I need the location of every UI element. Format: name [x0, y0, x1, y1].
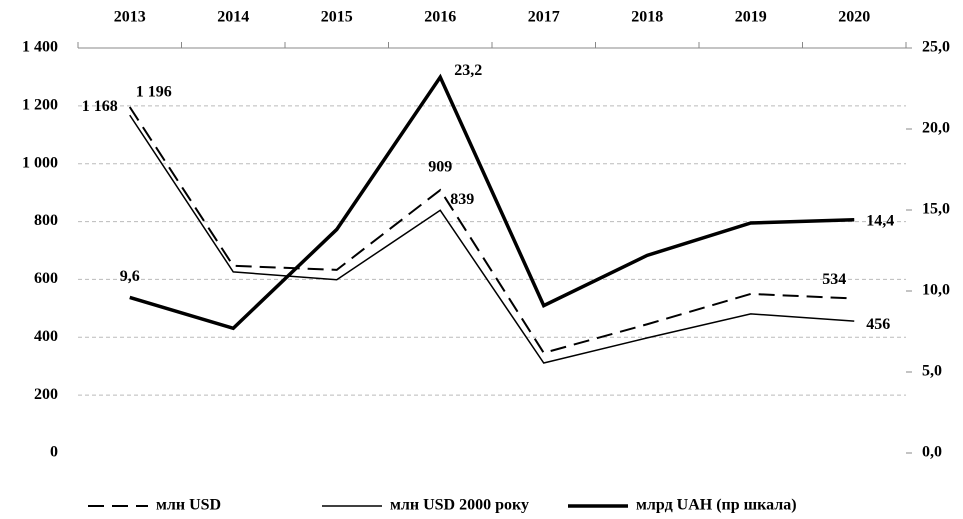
data-label: 456	[866, 316, 890, 333]
x-tick-label: 2013	[114, 9, 146, 26]
y-tick-label: 1 200	[22, 97, 58, 114]
data-label: 14,4	[866, 212, 894, 229]
y-tick-label: 1 400	[22, 39, 58, 56]
x-tick-label: 2014	[217, 9, 249, 26]
legend-label: млн USD 2000 року	[390, 497, 529, 514]
x-tick-label: 2020	[838, 9, 870, 26]
data-label: 23,2	[454, 62, 482, 79]
x-tick-label: 2017	[528, 9, 560, 26]
y-tick-label: 200	[34, 386, 58, 403]
data-label: 909	[428, 159, 452, 176]
y2-tick-label: 25,0	[922, 39, 950, 56]
x-tick-label: 2018	[631, 9, 663, 26]
y2-tick-label: 20,0	[922, 120, 950, 137]
data-label: 839	[450, 191, 474, 208]
x-tick-label: 2015	[321, 9, 353, 26]
y-tick-label: 0	[50, 444, 58, 461]
legend-label: млрд UAH (пр шкала)	[636, 497, 797, 514]
series-line	[128, 106, 855, 355]
legend-label: млн USD	[156, 497, 221, 514]
x-tick-label: 2016	[424, 9, 456, 26]
data-label: 1 196	[136, 84, 172, 101]
y-tick-label: 800	[34, 212, 58, 229]
y2-tick-label: 0,0	[922, 444, 942, 461]
y2-tick-label: 15,0	[922, 201, 950, 218]
y2-tick-label: 10,0	[922, 282, 950, 299]
y-tick-label: 1 000	[22, 154, 58, 171]
x-tick-label: 2019	[735, 9, 767, 26]
series-line	[129, 114, 855, 364]
data-label: 534	[822, 271, 846, 288]
y-tick-label: 400	[34, 328, 58, 345]
data-label: 1 168	[82, 98, 118, 115]
y2-tick-label: 5,0	[922, 363, 942, 380]
series-line	[129, 73, 855, 331]
data-label: 9,6	[120, 268, 140, 285]
y-tick-label: 600	[34, 270, 58, 287]
